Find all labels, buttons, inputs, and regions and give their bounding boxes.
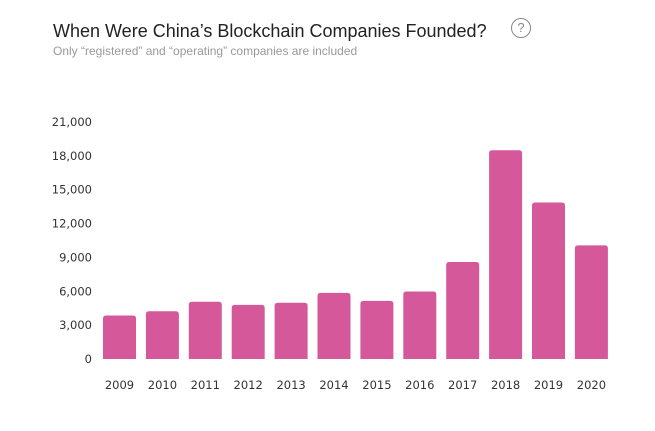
y-tick-label: 6,000 — [59, 284, 92, 298]
bar-2010 — [145, 311, 179, 359]
x-tick-label: 2010 — [148, 378, 177, 392]
x-tick-label: 2018 — [491, 378, 520, 392]
y-tick-label: 12,000 — [52, 217, 92, 231]
x-tick-label: 2013 — [276, 378, 305, 392]
bar-2015 — [360, 300, 394, 359]
x-tick-label: 2015 — [362, 378, 391, 392]
x-tick-label: 2020 — [577, 378, 606, 392]
x-tick-label: 2011 — [191, 378, 220, 392]
bar-2009 — [103, 315, 136, 359]
y-tick-label: 9,000 — [59, 250, 92, 264]
x-tick-label: 2016 — [405, 378, 434, 392]
x-tick-label: 2009 — [105, 378, 134, 392]
bar-2012 — [231, 304, 265, 359]
chart-title: When Were China’s Blockchain Companies F… — [53, 21, 487, 41]
y-tick-label: 3,000 — [59, 318, 92, 332]
x-tick-label: 2014 — [319, 378, 348, 392]
bar-2018 — [489, 150, 523, 359]
bar-2017 — [446, 261, 480, 359]
y-tick-label: 15,000 — [52, 183, 92, 197]
x-tick-label: 2019 — [534, 378, 563, 392]
y-tick-label: 18,000 — [52, 149, 92, 163]
bar-2016 — [403, 291, 437, 359]
y-tick-label: 21,000 — [52, 115, 92, 129]
bar-2011 — [188, 301, 222, 359]
chart-subtitle: Only “registered” and “operating” compan… — [53, 44, 358, 58]
bar-2020 — [574, 245, 608, 359]
bar-2013 — [274, 302, 308, 359]
bar-2019 — [532, 202, 565, 359]
question-circle-icon[interactable]: ? — [511, 18, 531, 38]
x-tick-label: 2012 — [234, 378, 263, 392]
x-tick-label: 2017 — [448, 378, 477, 392]
bar-2014 — [317, 292, 351, 359]
y-tick-label: 0 — [85, 352, 92, 366]
